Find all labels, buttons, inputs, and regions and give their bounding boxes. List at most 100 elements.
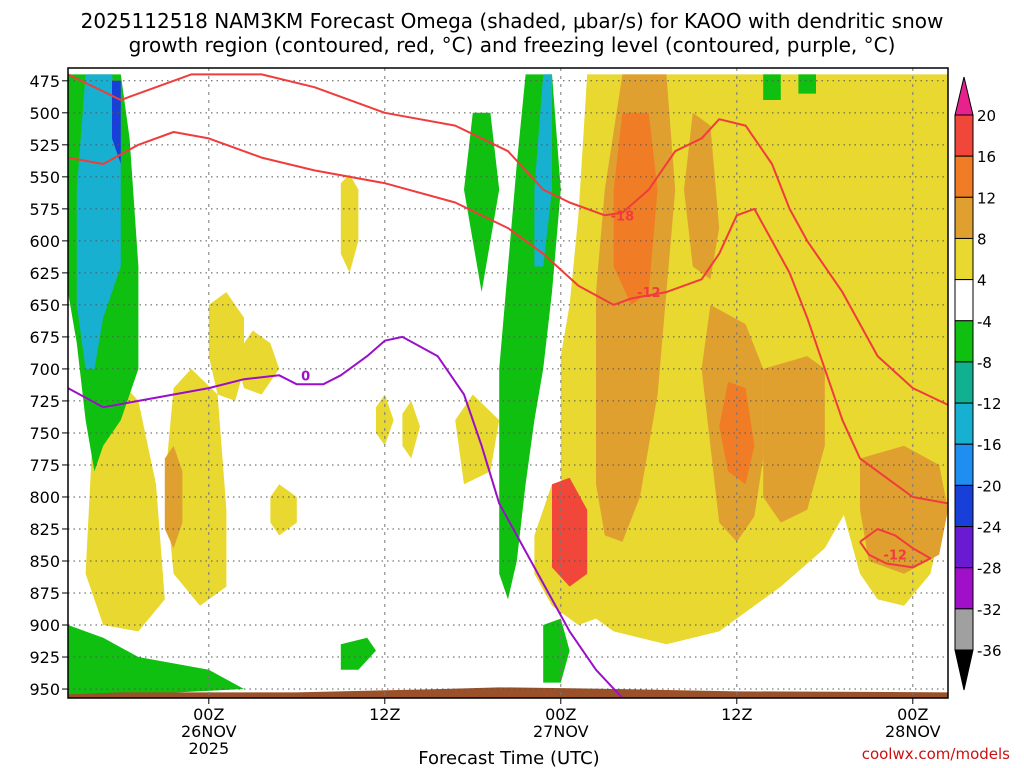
shade-green-bottom-left [68, 625, 244, 698]
colorbar-bin-3 [954, 237, 974, 281]
colorbar-label-9: -20 [977, 477, 1002, 495]
colorbar-label-5: -4 [977, 313, 992, 331]
shade-yellow-patch-left-3 [208, 292, 244, 401]
terrain-layer [68, 687, 948, 698]
colorbar-cap-bottom [954, 649, 974, 691]
shade-orange-band-D [860, 445, 948, 574]
y-tick-label-625: 625 [29, 264, 60, 283]
colorbar-bin-7 [954, 402, 974, 445]
y-tick-label-900: 900 [29, 616, 60, 635]
x-tick-label-80: 00Z [897, 705, 928, 724]
colorbar-label-10: -24 [977, 519, 1002, 537]
x-axis-title: Forecast Time (UTC) [418, 748, 599, 768]
y-tick-label-875: 875 [29, 584, 60, 603]
contour-lines: -18 -12 -12 0 [68, 73, 948, 698]
colorbar-bin-5 [954, 320, 974, 363]
omega-shading [68, 74, 948, 698]
x-tick-label-20: 12Z [369, 705, 400, 724]
colorbar-label-3: 8 [977, 230, 987, 248]
shade-yellow-patch-left-1 [85, 381, 165, 632]
colorbar-label-0: 20 [977, 107, 996, 125]
y-tick-label-925: 925 [29, 648, 60, 667]
y-tick-label-700: 700 [29, 360, 60, 379]
shade-orange-band-C [763, 356, 825, 523]
shade-cyan-band-left [76, 74, 121, 369]
y-tick-label-650: 650 [29, 296, 60, 315]
colorbar-label-6: -8 [977, 354, 992, 372]
shade-yellow-patch-mid-1 [340, 174, 359, 273]
colorbar-label-13: -36 [977, 642, 1002, 660]
shade-red-core [552, 477, 588, 587]
shade-green-bottom-mid [340, 637, 376, 670]
y-tick-label-550: 550 [29, 168, 60, 187]
contour-freezing-level [68, 335, 624, 698]
colorbar-bin-12 [954, 608, 974, 651]
shade-green-band-day1b [464, 112, 500, 293]
y-tick-label-525: 525 [29, 136, 60, 155]
y-tick-label-675: 675 [29, 328, 60, 347]
contour-label-dgz-bottom: -12 [637, 286, 661, 301]
grid-lines [68, 68, 948, 698]
colorbar-bin-10 [954, 526, 974, 569]
colorbar-label-4: 4 [977, 272, 987, 290]
shade-orange-band-E [684, 112, 720, 280]
x-tick-label-60: 12Z [721, 705, 752, 724]
colorbar-bin-11 [954, 567, 974, 610]
colorbar-bin-0 [954, 114, 974, 157]
colorbar-bin-9 [954, 484, 974, 528]
colorbar-label-12: -32 [977, 601, 1002, 619]
x-tick-date-40: 27NOV [533, 722, 589, 741]
x-tick-label-40: 00Z [545, 705, 576, 724]
contour-label-freezing-level: 0 [301, 369, 310, 384]
y-tick-label-800: 800 [29, 488, 60, 507]
contour-label-dgz-small-loop: -12 [883, 549, 907, 564]
contour-label-dgz-top: -18 [611, 209, 635, 224]
shade-yellow-patch-mid-4 [402, 400, 420, 459]
shade-orange-core-B [719, 381, 755, 485]
colorbar-label-8: -16 [977, 436, 1002, 454]
colorbar-label-1: 16 [977, 148, 996, 166]
y-tick-label-825: 825 [29, 520, 60, 539]
shade-green-patch-top2 [798, 74, 816, 94]
colorbar-label-7: -12 [977, 395, 1002, 413]
contour-dgz-small-loop [859, 528, 932, 569]
y-axis: 475 500 525 550 575 600 625 650 675 700 725 750 775 8… [29, 72, 68, 699]
shade-yellow-patch-mid-2 [270, 484, 297, 536]
y-tick-label-725: 725 [29, 392, 60, 411]
colorbar-bin-8 [954, 443, 974, 486]
terrain-fill [68, 687, 948, 698]
y-tick-label-475: 475 [29, 72, 60, 91]
credit-text: coolwx.com/models [862, 745, 1010, 763]
colorbar-bin-4 [954, 279, 974, 322]
colorbar: 20 16 12 8 4 -4 -8 -12 -16 -20 -24 -28 -32 -36 [954, 76, 1002, 691]
y-tick-label-850: 850 [29, 552, 60, 571]
shade-cyan-band-day1 [534, 74, 552, 267]
chart-title-line1: 2025112518 NAM3KM Forecast Omega (shaded… [81, 9, 944, 33]
colorbar-bin-2 [954, 196, 974, 239]
colorbar-bin-6 [954, 361, 974, 404]
y-tick-label-775: 775 [29, 456, 60, 475]
y-tick-label-500: 500 [29, 104, 60, 123]
contour-dgz-top [68, 73, 948, 406]
colorbar-label-2: 12 [977, 189, 996, 207]
x-tick-date-0: 26NOV [181, 722, 237, 741]
colorbar-bin-1 [954, 155, 974, 198]
colorbar-cap-top [954, 76, 974, 116]
y-tick-label-750: 750 [29, 424, 60, 443]
shade-green-bottom-day2 [543, 618, 570, 683]
shade-yellow-patch-left-2 [164, 368, 227, 606]
colorbar-label-11: -28 [977, 560, 1002, 578]
x-tick-year-0: 2025 [188, 739, 229, 758]
contour-dgz-bottom [68, 131, 948, 505]
x-tick-date-80: 28NOV [885, 722, 941, 741]
y-tick-label-600: 600 [29, 232, 60, 251]
shade-blue-core-left [112, 80, 121, 164]
shade-green-patch-top [763, 74, 781, 100]
y-tick-label-575: 575 [29, 200, 60, 219]
chart-title-line2: growth region (contoured, red, °C) and f… [129, 33, 896, 57]
y-tick-label-950: 950 [29, 680, 60, 699]
plot-frame [67, 67, 949, 699]
x-tick-label-0: 00Z [193, 705, 224, 724]
